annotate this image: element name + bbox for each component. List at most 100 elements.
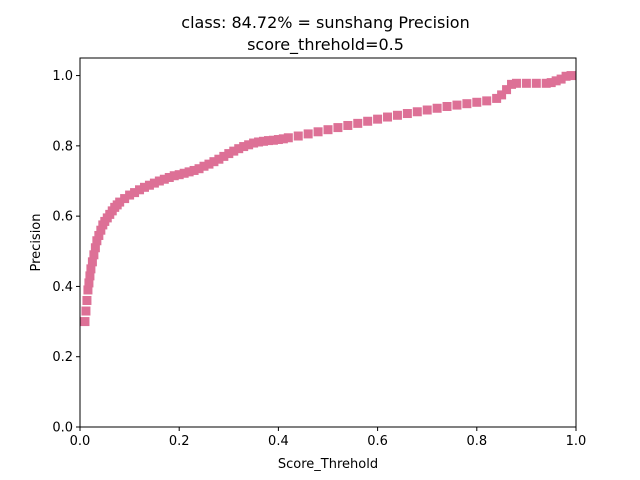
data-point [144, 180, 154, 190]
data-point [546, 78, 556, 88]
data-point [204, 159, 214, 169]
data-point [452, 100, 462, 110]
x-tick-label: 0.4 [268, 434, 289, 449]
y-tick-label: 1.0 [52, 69, 73, 84]
data-point [531, 78, 541, 88]
data-point [209, 157, 219, 167]
data-point [551, 76, 561, 86]
data-point [323, 125, 333, 135]
data-point [566, 71, 576, 81]
data-point [81, 306, 91, 316]
data-point [353, 118, 363, 128]
data-point [86, 264, 96, 274]
data-point [293, 131, 303, 141]
data-point [149, 178, 159, 188]
data-point [82, 295, 92, 305]
data-point [363, 116, 373, 126]
data-point [80, 317, 90, 327]
data-point [87, 257, 97, 267]
data-point [219, 151, 229, 161]
data-point [154, 176, 164, 186]
data-point [472, 97, 482, 107]
data-point [214, 154, 224, 164]
x-tick-label: 0.0 [70, 434, 91, 449]
x-axis-label: Score_Threhold [278, 457, 378, 472]
data-point [442, 101, 452, 111]
data-point [83, 285, 93, 295]
data-point [92, 236, 102, 246]
data-point [189, 165, 199, 175]
data-point [561, 71, 571, 81]
data-point [303, 129, 313, 139]
chart-subtitle: score_threhold=0.5 [247, 35, 404, 55]
data-point [125, 190, 135, 200]
data-point [164, 172, 174, 182]
data-point [283, 133, 293, 143]
x-tick-label: 0.6 [367, 434, 388, 449]
data-point [492, 93, 502, 103]
data-point [244, 140, 254, 150]
data-point [229, 146, 239, 156]
data-point [96, 225, 106, 235]
data-point [85, 271, 95, 281]
data-point [184, 167, 194, 177]
data-point [90, 243, 100, 253]
data-point [497, 90, 507, 100]
data-point [278, 134, 288, 144]
data-point [135, 185, 145, 195]
data-point [234, 144, 244, 154]
data-point [120, 194, 130, 204]
x-tick-label: 1.0 [566, 434, 587, 449]
data-point [139, 182, 149, 192]
data-point [130, 188, 140, 198]
data-point [273, 135, 283, 145]
data-point [507, 79, 517, 89]
y-tick-label: 0.2 [52, 350, 73, 365]
chart-title: class: 84.72% = sunshang Precision [181, 13, 469, 32]
data-point [194, 164, 204, 174]
data-point [556, 74, 566, 84]
data-point [383, 112, 393, 122]
data-point [482, 96, 492, 106]
data-point [263, 136, 273, 146]
data-point [333, 123, 343, 133]
axes-frame [79, 57, 577, 428]
data-points [80, 71, 576, 327]
data-point [511, 78, 521, 88]
data-point [254, 137, 264, 147]
y-axis-ticks: 0.0 0.2 0.4 0.6 0.8 1.0 [52, 69, 80, 436]
data-point [169, 171, 179, 181]
data-point [159, 174, 169, 184]
data-point [343, 120, 353, 130]
y-tick-label: 0.4 [52, 280, 73, 295]
data-point [174, 170, 184, 180]
data-point [268, 135, 278, 145]
data-point [502, 85, 512, 95]
y-tick-label: 0.0 [52, 421, 73, 436]
data-point [115, 197, 125, 207]
data-point [84, 278, 94, 288]
data-point [373, 114, 383, 124]
data-point [521, 78, 531, 88]
data-point [199, 161, 209, 171]
data-point [541, 78, 551, 88]
x-tick-label: 0.8 [466, 434, 487, 449]
data-point [462, 99, 472, 109]
y-tick-label: 0.6 [52, 210, 73, 225]
data-point [432, 103, 442, 113]
y-axis-label: Precision [29, 213, 44, 271]
data-point [422, 105, 432, 115]
data-point [179, 168, 189, 178]
data-point [89, 250, 99, 260]
plot-area [79, 57, 577, 428]
data-point [249, 138, 259, 148]
y-tick-label: 0.8 [52, 139, 73, 154]
data-point [259, 136, 269, 146]
data-point [402, 109, 412, 119]
data-point [412, 107, 422, 117]
x-axis-ticks: 0.0 0.2 0.4 0.6 0.8 1.0 [70, 427, 587, 449]
x-tick-label: 0.2 [169, 434, 190, 449]
data-point [239, 142, 249, 152]
data-point [224, 149, 234, 159]
